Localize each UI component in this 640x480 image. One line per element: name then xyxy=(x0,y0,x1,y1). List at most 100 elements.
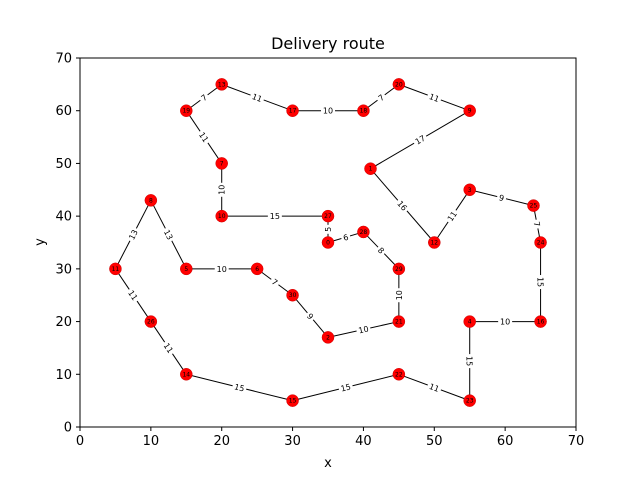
edge-weight-label: 10 xyxy=(218,185,227,195)
route-node: 8 xyxy=(144,194,158,207)
edge-weight-background xyxy=(425,380,443,395)
edge-weight-label: 11 xyxy=(428,92,441,104)
edge-weight-background xyxy=(195,128,213,146)
edge-weight-label: 8 xyxy=(376,246,386,256)
node-marker xyxy=(321,209,335,223)
node-id-label: 23 xyxy=(466,398,474,405)
edge-weight-background xyxy=(216,182,227,197)
node-id-label: 10 xyxy=(218,213,226,220)
edge-weight-label: 15 xyxy=(340,382,352,393)
edge-weight-label: 7 xyxy=(200,93,209,103)
node-id-label: 27 xyxy=(324,213,332,220)
y-axis-title: y xyxy=(33,238,48,246)
node-marker xyxy=(215,78,228,91)
x-tick-label: 0 xyxy=(76,434,84,449)
edge-weight-background xyxy=(337,380,354,395)
edge-weight: 9 xyxy=(303,309,318,323)
edge-weight-label: 7 xyxy=(532,221,542,228)
chart-title: Delivery route xyxy=(271,34,385,53)
node-id-label: 7 xyxy=(220,160,224,167)
node-marker xyxy=(463,183,476,197)
node-marker xyxy=(321,331,335,344)
x-axis-title: x xyxy=(324,456,332,471)
route-node: 12 xyxy=(428,236,441,249)
edge-weight-background xyxy=(464,354,475,369)
edge-weight-background xyxy=(535,275,546,290)
node-marker xyxy=(463,315,476,328)
edge-weight-label: 15 xyxy=(465,356,474,366)
node-marker xyxy=(215,157,228,170)
edge-weight-label: 10 xyxy=(500,318,510,327)
route-node: 0 xyxy=(321,236,335,249)
edge-weight: 15 xyxy=(464,354,475,369)
edge-weight-background xyxy=(425,90,443,105)
edge-weight: 9 xyxy=(496,191,508,204)
edge-weight-background xyxy=(531,218,543,230)
edge-weight: 10 xyxy=(498,316,513,327)
node-id-label: 1 xyxy=(369,166,373,173)
node-id-label: 2 xyxy=(326,334,330,341)
edge-weight-background xyxy=(214,263,229,274)
edge-weight-background xyxy=(160,226,177,244)
node-marker xyxy=(392,262,406,276)
edge-weight-label: 7 xyxy=(377,93,386,103)
edge-weight-background xyxy=(411,131,429,148)
edge-weight: 13 xyxy=(125,226,141,244)
node-id-label: 26 xyxy=(147,319,155,326)
node-marker xyxy=(357,104,370,117)
node-id-label: 13 xyxy=(218,81,226,88)
edge-weight-background xyxy=(321,105,335,116)
x-tick-label: 20 xyxy=(213,434,230,449)
route-node: 2 xyxy=(321,331,335,344)
route-node: 26 xyxy=(144,315,158,328)
node-id-label: 24 xyxy=(537,240,545,247)
node-id-label: 19 xyxy=(182,108,190,115)
node-marker xyxy=(357,225,370,239)
node-id-label: 20 xyxy=(395,81,403,88)
edge-weight-label: 10 xyxy=(395,290,404,300)
edge-weight: 5 xyxy=(323,224,333,234)
edge-weight-background xyxy=(231,380,248,395)
node-id-label: 21 xyxy=(395,319,403,326)
node-marker xyxy=(527,199,540,212)
route-node: 10 xyxy=(215,209,228,223)
route-node: 14 xyxy=(180,368,193,381)
node-id-label: 22 xyxy=(395,371,403,378)
route-node: 19 xyxy=(180,104,193,117)
route-node: 27 xyxy=(321,209,335,223)
node-marker xyxy=(428,236,441,249)
edge-weight-background xyxy=(267,211,282,222)
node-marker xyxy=(144,194,158,207)
edge-weight-label: 13 xyxy=(127,228,140,241)
route-node: 18 xyxy=(357,104,370,117)
edge-weight: 15 xyxy=(231,380,248,395)
edge-weight-background xyxy=(323,224,333,234)
edge-weight-background xyxy=(268,275,282,289)
x-tick-label: 60 xyxy=(497,434,514,449)
node-marker xyxy=(321,236,335,249)
route-node: 28 xyxy=(357,225,370,239)
node-id-label: 5 xyxy=(184,266,188,273)
x-tick-label: 50 xyxy=(426,434,443,449)
edge-weight: 17 xyxy=(411,131,429,148)
edge-weight-background xyxy=(394,197,411,215)
edge-weight-background xyxy=(339,231,352,244)
route-node: 25 xyxy=(527,199,540,212)
route-node: 13 xyxy=(215,78,228,91)
node-marker xyxy=(392,368,406,381)
node-id-label: 9 xyxy=(468,108,472,115)
node-id-label: 28 xyxy=(360,229,368,236)
route-node: 6 xyxy=(250,262,264,276)
edge-weight-label: 7 xyxy=(270,277,279,287)
edge-weight: 15 xyxy=(337,380,354,395)
edge-weight-background xyxy=(125,226,141,244)
node-marker xyxy=(392,315,406,328)
plot-frame xyxy=(79,57,577,428)
edge-weight-background xyxy=(374,90,388,105)
node-id-label: 25 xyxy=(530,203,538,210)
route-node: 15 xyxy=(286,394,299,407)
node-id-label: 8 xyxy=(149,197,153,204)
